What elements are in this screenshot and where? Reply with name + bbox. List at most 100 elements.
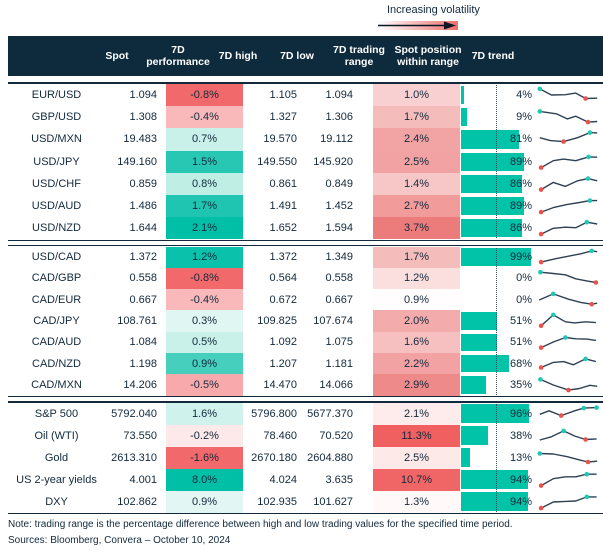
position-value: 96% <box>509 407 532 420</box>
low-value: 1.349 <box>325 251 353 264</box>
spacer <box>358 195 373 217</box>
position-value: 4% <box>516 89 532 102</box>
performance-cell: -0.4% <box>166 106 243 129</box>
spot-position-cell: 13% <box>460 447 534 469</box>
table-row: EUR/USD 1.094 -0.8% 1.105 1.094 1.0% 4% <box>8 84 603 107</box>
spot-value: 1.372 <box>129 251 157 264</box>
table-row: GBP/USD 1.308 -0.4% 1.327 1.306 1.7% 9% <box>8 106 603 129</box>
high-value: 0.672 <box>269 293 297 306</box>
instrument-label: USD/CAD <box>31 251 82 264</box>
section-usd-majors: EUR/USD 1.094 -0.8% 1.105 1.094 1.0% 4% … <box>8 84 603 240</box>
spot-value: 1.198 <box>129 357 157 370</box>
low-value: 101.627 <box>313 495 353 508</box>
high-value: 1.372 <box>269 251 297 264</box>
volatility-gradient-arrow <box>378 19 462 32</box>
position-bar <box>461 196 525 216</box>
spacer <box>358 173 373 195</box>
position-value: 51% <box>509 315 532 328</box>
low-value: 2604.880 <box>307 451 353 464</box>
high-value: 1.105 <box>269 89 297 102</box>
trend-sparkline <box>534 247 603 268</box>
high-value: 5796.800 <box>251 407 297 420</box>
spot-value: 14.206 <box>123 378 157 391</box>
table-row: USD/NZD 1.644 2.1% 1.652 1.594 3.7% 86% <box>8 217 603 240</box>
trading-range-cell: 2.5% <box>373 150 460 173</box>
table-row: CAD/EUR 0.667 -0.4% 0.672 0.667 0.9% 0% <box>8 289 603 311</box>
position-value: 35% <box>509 378 532 391</box>
trading-range-cell: 11.3% <box>373 424 460 447</box>
trend-sparkline <box>534 268 603 289</box>
instrument-label: USD/NZD <box>32 222 81 235</box>
rule-top <box>8 82 603 84</box>
high-value: 149.550 <box>257 155 297 168</box>
position-bar <box>461 470 528 489</box>
low-value: 1.594 <box>325 222 353 235</box>
position-value: 38% <box>509 429 532 442</box>
header-spot-position: Spot position within range <box>394 43 462 68</box>
spot-position-cell: 96% <box>460 403 534 425</box>
position-value: 13% <box>509 451 532 464</box>
high-value: 1.652 <box>269 222 297 235</box>
low-value: 3.635 <box>325 473 353 486</box>
instrument-label: EUR/USD <box>31 89 82 102</box>
position-bar <box>461 85 464 105</box>
spot-value: 1.486 <box>129 200 157 213</box>
spot-value: 1.644 <box>129 222 157 235</box>
instrument-label: Gold <box>44 451 69 464</box>
high-value: 14.470 <box>263 378 297 391</box>
spot-position-cell: 35% <box>460 374 534 395</box>
position-value: 0% <box>516 293 532 306</box>
instrument-label: USD/AUD <box>31 200 82 213</box>
position-bar <box>461 152 525 171</box>
high-value: 0.861 <box>269 177 297 190</box>
position-bar <box>461 492 528 511</box>
header-7d-trading-range: 7D trading range <box>333 43 385 68</box>
volatility-legend-label: Increasing volatility <box>387 4 480 16</box>
performance-cell: 1.7% <box>166 194 243 218</box>
instrument-label: S&P 500 <box>34 407 79 420</box>
spot-position-cell: 94% <box>460 491 534 513</box>
low-value: 1.075 <box>325 336 353 349</box>
position-bar <box>461 333 498 352</box>
high-value: 1.491 <box>269 200 297 213</box>
table-row: CAD/AUD 1.084 0.5% 1.092 1.075 1.6% 51% <box>8 331 603 353</box>
spot-position-cell: 4% <box>460 84 534 106</box>
high-value: 78.460 <box>263 429 297 442</box>
footnote: Note: trading range is the percentage di… <box>8 519 513 530</box>
high-value: 19.570 <box>263 133 297 146</box>
table-row: USD/MXN 19.483 0.7% 19.570 19.112 2.4% 8… <box>8 128 603 151</box>
performance-cell: -0.4% <box>166 289 243 311</box>
trend-sparkline <box>534 469 603 491</box>
performance-cell: 1.5% <box>166 150 243 173</box>
instrument-label: CAD/GBP <box>31 272 82 285</box>
position-value: 0% <box>516 272 532 285</box>
trend-sparkline <box>534 353 603 374</box>
spacer <box>358 268 373 289</box>
instrument-label: CAD/MXN <box>31 378 82 391</box>
position-value: 89% <box>509 200 532 213</box>
high-value: 2670.180 <box>251 451 297 464</box>
table-row: USD/CAD 1.372 1.2% 1.372 1.349 1.7% 99% <box>8 246 603 268</box>
spot-value: 1.094 <box>129 89 157 102</box>
performance-cell: 0.8% <box>166 172 243 195</box>
trend-sparkline <box>534 195 603 217</box>
trend-sparkline <box>534 151 603 173</box>
position-bar <box>461 376 486 394</box>
performance-cell: -0.8% <box>166 84 243 107</box>
spot-position-cell: 94% <box>460 469 534 491</box>
low-value: 0.558 <box>325 272 353 285</box>
instrument-label: CAD/EUR <box>31 293 82 306</box>
spot-value: 0.859 <box>129 177 157 190</box>
table-row: S&P 500 5792.040 1.6% 5796.800 5677.370 … <box>8 402 603 425</box>
spot-position-cell: 0% <box>460 289 534 310</box>
spacer <box>358 425 373 447</box>
instrument-label: CAD/NZD <box>32 357 81 370</box>
table-row: USD/CHF 0.859 0.8% 0.861 0.849 1.4% 86% <box>8 172 603 195</box>
position-bar <box>461 130 519 149</box>
high-value: 102.935 <box>257 495 297 508</box>
trading-range-cell: 10.7% <box>373 468 460 491</box>
performance-cell: -0.8% <box>166 267 243 290</box>
high-value: 1.207 <box>269 357 297 370</box>
table-row: USD/AUD 1.486 1.7% 1.491 1.452 2.7% 89% <box>8 194 603 218</box>
